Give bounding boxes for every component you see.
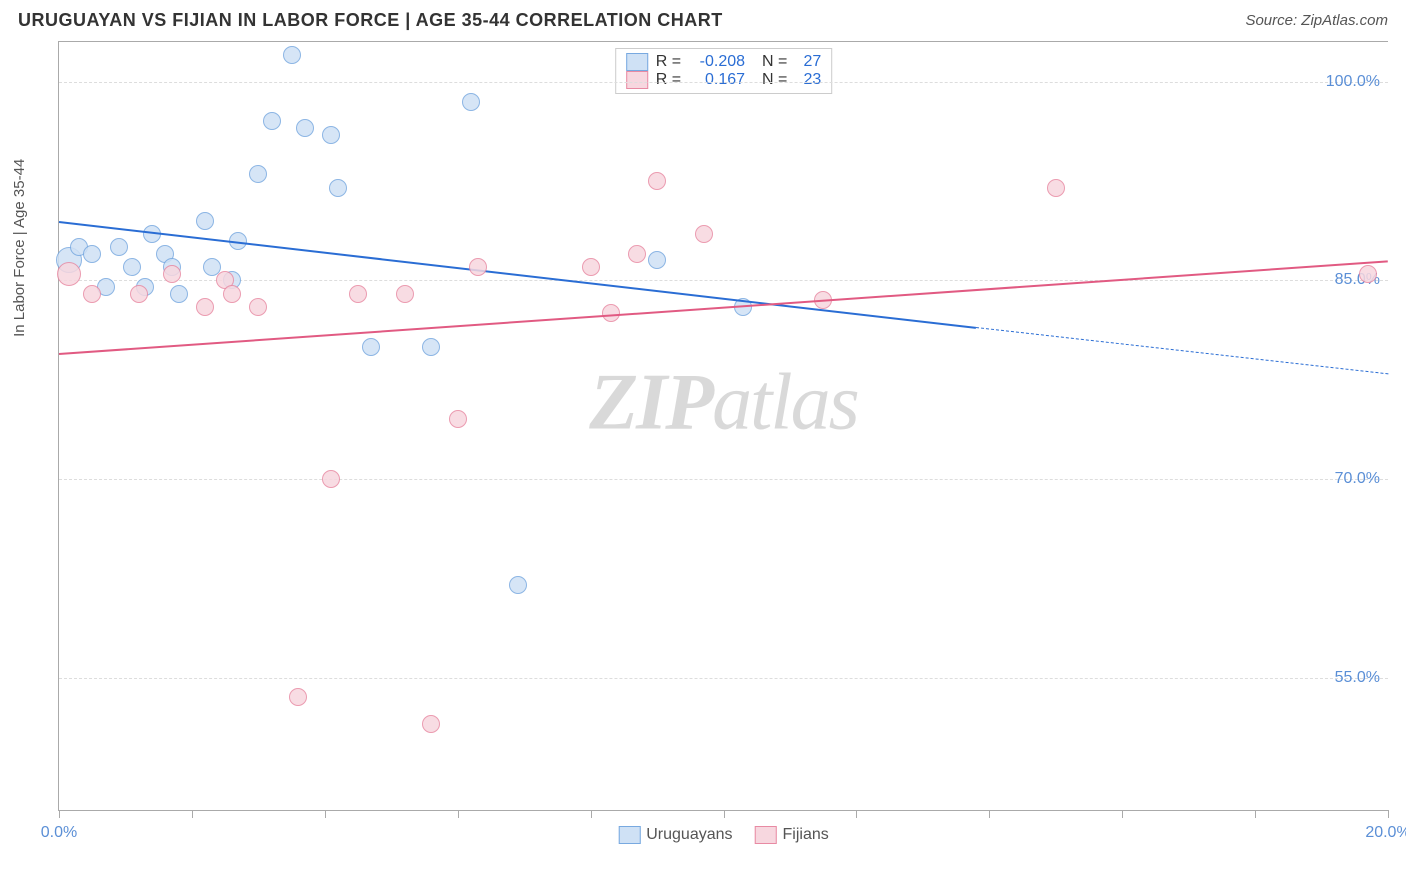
data-point xyxy=(296,119,314,137)
data-point xyxy=(1047,179,1065,197)
legend-swatch xyxy=(626,53,648,71)
legend-n-value: 27 xyxy=(795,53,821,71)
legend-r-label: R = xyxy=(656,53,681,71)
y-tick-label: 70.0% xyxy=(1335,470,1380,488)
y-tick-label: 100.0% xyxy=(1326,73,1380,91)
legend-r-value: 0.167 xyxy=(689,71,745,89)
data-point xyxy=(422,715,440,733)
legend-r-value: -0.208 xyxy=(689,53,745,71)
data-point xyxy=(362,338,380,356)
watermark-rest: atlas xyxy=(712,358,858,446)
legend-n-label: N = xyxy=(753,71,787,89)
data-point xyxy=(83,245,101,263)
data-point xyxy=(283,46,301,64)
watermark: ZIPatlas xyxy=(589,357,857,448)
gridline xyxy=(59,82,1388,83)
data-point xyxy=(163,265,181,283)
data-point xyxy=(396,285,414,303)
legend-r-label: R = xyxy=(656,71,681,89)
data-point xyxy=(322,470,340,488)
data-point xyxy=(469,258,487,276)
x-tick xyxy=(724,810,725,818)
data-point xyxy=(249,298,267,316)
data-point xyxy=(289,688,307,706)
data-point xyxy=(695,225,713,243)
x-tick xyxy=(591,810,592,818)
x-tick xyxy=(856,810,857,818)
data-point xyxy=(130,285,148,303)
legend-series-name: Fijians xyxy=(783,826,829,844)
data-point xyxy=(83,285,101,303)
data-point xyxy=(422,338,440,356)
data-point xyxy=(196,298,214,316)
legend-item: Fijians xyxy=(755,826,829,844)
data-point xyxy=(322,126,340,144)
legend-row: R = -0.208 N = 27 xyxy=(626,53,822,71)
data-point xyxy=(349,285,367,303)
stats-legend: R = -0.208 N = 27 R = 0.167 N = 23 xyxy=(615,48,833,94)
data-point xyxy=(329,179,347,197)
gridline xyxy=(59,678,1388,679)
gridline xyxy=(59,479,1388,480)
data-point xyxy=(648,251,666,269)
x-tick xyxy=(989,810,990,818)
legend-swatch xyxy=(618,826,640,844)
x-tick xyxy=(458,810,459,818)
x-tick xyxy=(1388,810,1389,818)
source-attribution: Source: ZipAtlas.com xyxy=(1245,12,1388,29)
data-point xyxy=(582,258,600,276)
legend-item: Uruguayans xyxy=(618,826,732,844)
y-tick-label: 55.0% xyxy=(1335,669,1380,687)
legend-n-value: 23 xyxy=(795,71,821,89)
data-point xyxy=(1359,265,1377,283)
x-tick xyxy=(1122,810,1123,818)
x-tick-label: 0.0% xyxy=(41,824,77,842)
x-tick xyxy=(1255,810,1256,818)
x-tick xyxy=(192,810,193,818)
page-title: URUGUAYAN VS FIJIAN IN LABOR FORCE | AGE… xyxy=(18,10,723,31)
correlation-chart: In Labor Force | Age 35-44 ZIPatlas R =-… xyxy=(58,41,1388,811)
data-point xyxy=(57,262,81,286)
legend-swatch xyxy=(755,826,777,844)
trend-line xyxy=(976,327,1388,374)
legend-n-label: N = xyxy=(753,53,787,71)
data-point xyxy=(648,172,666,190)
data-point xyxy=(628,245,646,263)
data-point xyxy=(196,212,214,230)
trend-line xyxy=(59,221,976,329)
data-point xyxy=(123,258,141,276)
data-point xyxy=(509,576,527,594)
legend-series-name: Uruguayans xyxy=(646,826,732,844)
y-axis-label: In Labor Force | Age 35-44 xyxy=(11,159,28,337)
data-point xyxy=(449,410,467,428)
legend-swatch xyxy=(626,71,648,89)
data-point xyxy=(249,165,267,183)
data-point xyxy=(462,93,480,111)
data-point xyxy=(263,112,281,130)
x-tick xyxy=(325,810,326,818)
data-point xyxy=(170,285,188,303)
legend-row: R = 0.167 N = 23 xyxy=(626,71,822,89)
watermark-zip: ZIP xyxy=(589,358,712,446)
data-point xyxy=(223,285,241,303)
x-tick-label: 20.0% xyxy=(1365,824,1406,842)
gridline xyxy=(59,280,1388,281)
x-tick xyxy=(59,810,60,818)
data-point xyxy=(110,238,128,256)
series-legend: Uruguayans Fijians xyxy=(618,826,829,844)
